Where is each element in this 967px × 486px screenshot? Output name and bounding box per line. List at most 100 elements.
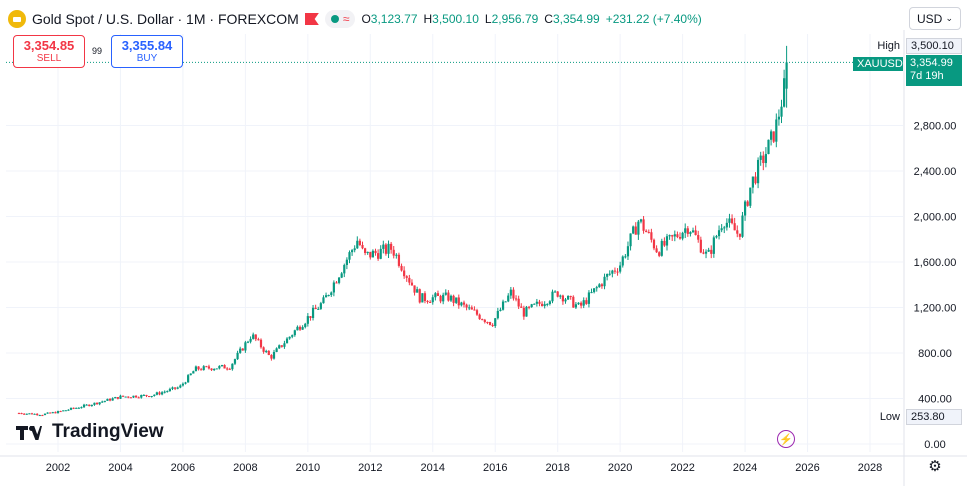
candle-body xyxy=(553,291,557,293)
candle-body xyxy=(410,282,414,286)
candle-body xyxy=(213,369,216,371)
candle-body xyxy=(366,251,369,254)
candle-body xyxy=(559,295,562,297)
candle-body xyxy=(246,341,250,343)
candle-body xyxy=(226,368,229,370)
candle-body xyxy=(540,303,544,307)
candle-body xyxy=(785,62,788,89)
candle-body xyxy=(390,243,393,250)
candle-body xyxy=(413,285,416,293)
candle-body xyxy=(124,396,127,398)
candle-body xyxy=(491,324,494,327)
candle-body xyxy=(337,277,341,283)
candle-body xyxy=(621,256,624,266)
candle-body xyxy=(41,415,44,417)
candle-body xyxy=(88,404,91,407)
candle-body xyxy=(449,295,453,301)
candle-body xyxy=(580,302,583,306)
candle-body xyxy=(30,413,34,415)
candle-body xyxy=(738,233,741,237)
candle-body xyxy=(595,287,598,289)
candle-body xyxy=(106,398,109,401)
candle-body xyxy=(564,299,567,302)
candle-body xyxy=(429,301,432,303)
lightning-bolt-icon[interactable]: ⚡ xyxy=(777,430,795,448)
candle-body xyxy=(619,265,622,272)
candle-body xyxy=(327,295,330,297)
candle-body xyxy=(69,407,73,410)
x-tick-label: 2006 xyxy=(171,462,195,474)
candle-body xyxy=(137,397,140,399)
candle-body xyxy=(228,368,231,370)
candle-body xyxy=(499,309,502,311)
x-tick-label: 2014 xyxy=(421,462,445,474)
candle-body xyxy=(686,228,689,234)
candle-body xyxy=(473,309,476,311)
candle-body xyxy=(733,223,736,231)
candle-body xyxy=(663,240,666,246)
candle-body xyxy=(717,230,721,237)
candle-body xyxy=(639,219,643,222)
candle-body xyxy=(293,330,296,336)
candle-body xyxy=(608,273,611,275)
candle-body xyxy=(676,234,679,237)
candle-body xyxy=(749,187,752,206)
candle-body xyxy=(82,404,86,408)
flag-icon[interactable] xyxy=(304,13,319,25)
bar-countdown: 7d 19h xyxy=(910,70,944,82)
low-label: Low xyxy=(879,411,900,423)
candle-body xyxy=(626,246,630,257)
last-price-tag: 3,354.99 7d 19h xyxy=(906,55,962,86)
candle-body xyxy=(530,304,533,308)
candle-body xyxy=(330,292,333,296)
candle-body xyxy=(179,385,182,388)
chart-title[interactable]: Gold Spot / U.S. Dollar · 1M · FOREXCOM xyxy=(32,11,299,27)
candle-body xyxy=(777,116,781,120)
currency-selector[interactable]: USD ⌄ xyxy=(909,7,961,30)
candle-body xyxy=(494,318,497,327)
candle-body xyxy=(650,232,653,240)
candle-body xyxy=(548,301,551,304)
candle-body xyxy=(772,131,775,142)
candle-body xyxy=(754,176,757,184)
candle-body xyxy=(382,244,385,249)
candle-body xyxy=(90,404,93,407)
candle-body xyxy=(215,368,218,370)
y-tick-label: 2,800.00 xyxy=(914,121,957,133)
sell-button[interactable]: 3,354.85 SELL xyxy=(13,35,85,68)
candle-body xyxy=(517,298,520,307)
buy-button[interactable]: 3,355.84 BUY xyxy=(111,35,183,68)
candle-body xyxy=(707,249,710,252)
market-status-pill[interactable]: ≈ xyxy=(324,10,356,28)
candle-body xyxy=(723,227,726,229)
candle-body xyxy=(507,295,510,302)
candle-body xyxy=(23,413,26,415)
candle-body xyxy=(340,273,343,278)
candle-body xyxy=(77,407,80,409)
candle-body xyxy=(665,236,669,246)
candle-body xyxy=(593,288,596,293)
candle-body xyxy=(103,400,106,402)
candle-body xyxy=(730,218,734,224)
candle-body xyxy=(728,218,731,223)
candle-body xyxy=(241,348,244,351)
candle-body xyxy=(155,392,158,395)
candle-body xyxy=(691,230,695,233)
candle-body xyxy=(275,348,278,352)
candle-body xyxy=(358,240,361,245)
candle-body xyxy=(374,250,377,254)
candle-body xyxy=(767,139,770,155)
gold-symbol-icon[interactable] xyxy=(8,10,26,28)
candle-body xyxy=(444,292,447,295)
candle-body xyxy=(181,383,185,386)
candle-body xyxy=(194,366,198,372)
x-tick-label: 2020 xyxy=(608,462,632,474)
gear-icon[interactable]: ⚙ xyxy=(928,458,942,475)
candle-body xyxy=(606,273,609,277)
candle-body xyxy=(134,395,138,398)
candle-body xyxy=(108,398,112,401)
candle-body xyxy=(520,306,523,308)
tradingview-logo[interactable]: TradingView xyxy=(16,421,164,443)
candle-body xyxy=(783,78,786,107)
